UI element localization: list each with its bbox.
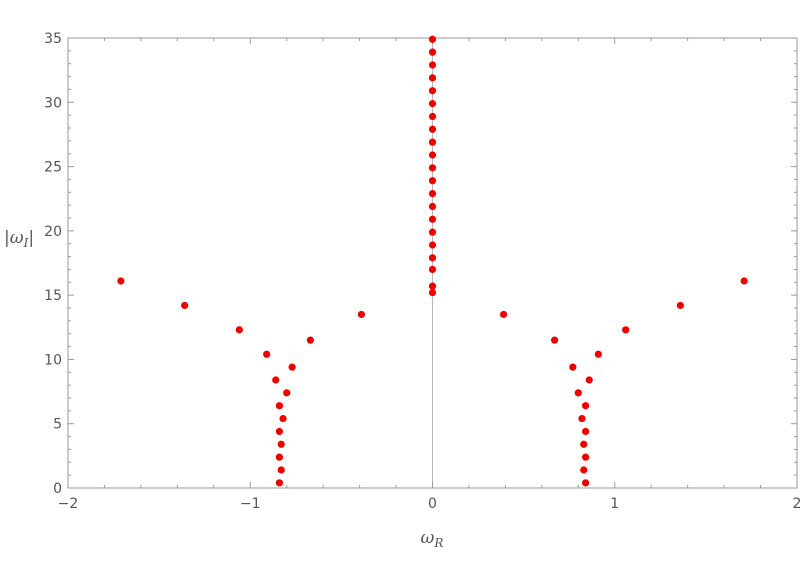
data-point [275, 427, 284, 436]
data-point [578, 414, 586, 423]
data-points [117, 35, 748, 487]
x-tick-label: 2 [793, 496, 801, 512]
data-point [428, 282, 437, 290]
x-axis-label: ωR [421, 528, 444, 550]
data-point [428, 164, 437, 172]
x-tick-label: −2 [58, 496, 79, 512]
y-axis-label: |ωI| [4, 228, 34, 250]
data-point [551, 336, 559, 344]
data-point [428, 177, 437, 185]
data-point [428, 61, 437, 69]
data-point [428, 254, 437, 262]
data-point [581, 479, 590, 487]
data-point [499, 310, 508, 319]
data-point [181, 301, 189, 310]
data-point [428, 241, 437, 249]
data-point [428, 87, 437, 95]
x-tick-label: 1 [610, 496, 619, 512]
data-point [272, 376, 280, 384]
y-tick-label: 30 [44, 95, 62, 111]
data-point [428, 35, 437, 43]
data-point [275, 453, 284, 461]
data-point [428, 74, 437, 82]
data-point [428, 125, 437, 133]
data-point [428, 189, 437, 198]
data-point [283, 389, 291, 397]
data-point [428, 215, 437, 223]
x-tick-label: −1 [240, 496, 261, 512]
data-point [117, 277, 125, 285]
data-point [428, 151, 437, 159]
y-tick-label: 0 [53, 481, 62, 497]
data-point [357, 310, 366, 319]
data-point [740, 277, 748, 285]
data-point [428, 265, 437, 274]
y-tick-label: 15 [44, 288, 62, 304]
data-point [580, 440, 588, 448]
y-tick-label: 20 [44, 224, 62, 240]
data-point [428, 202, 437, 211]
data-point [581, 402, 590, 410]
data-point [428, 288, 437, 297]
data-point [569, 363, 577, 371]
data-point [279, 414, 287, 423]
data-point [585, 376, 593, 384]
data-point [428, 228, 437, 236]
data-point [428, 138, 437, 146]
data-point [275, 479, 284, 487]
data-point [275, 402, 284, 410]
data-point [277, 440, 285, 448]
x-tick-label: 0 [428, 496, 437, 512]
y-tick-label: 5 [53, 417, 62, 433]
data-point [581, 453, 590, 461]
y-tick-label: 10 [44, 352, 62, 368]
data-point [428, 48, 437, 56]
data-point [580, 466, 588, 474]
data-point [594, 350, 602, 358]
data-point [235, 326, 243, 334]
data-point [277, 466, 285, 474]
data-point [428, 99, 437, 108]
y-tick-label: 35 [44, 31, 62, 47]
data-point [428, 112, 437, 121]
data-point [263, 350, 271, 358]
data-point [676, 301, 684, 310]
data-point [288, 363, 296, 371]
y-tick-label: 25 [44, 160, 62, 176]
data-point [574, 389, 582, 397]
data-point [622, 326, 630, 334]
data-point [306, 336, 314, 344]
data-point [581, 427, 590, 436]
